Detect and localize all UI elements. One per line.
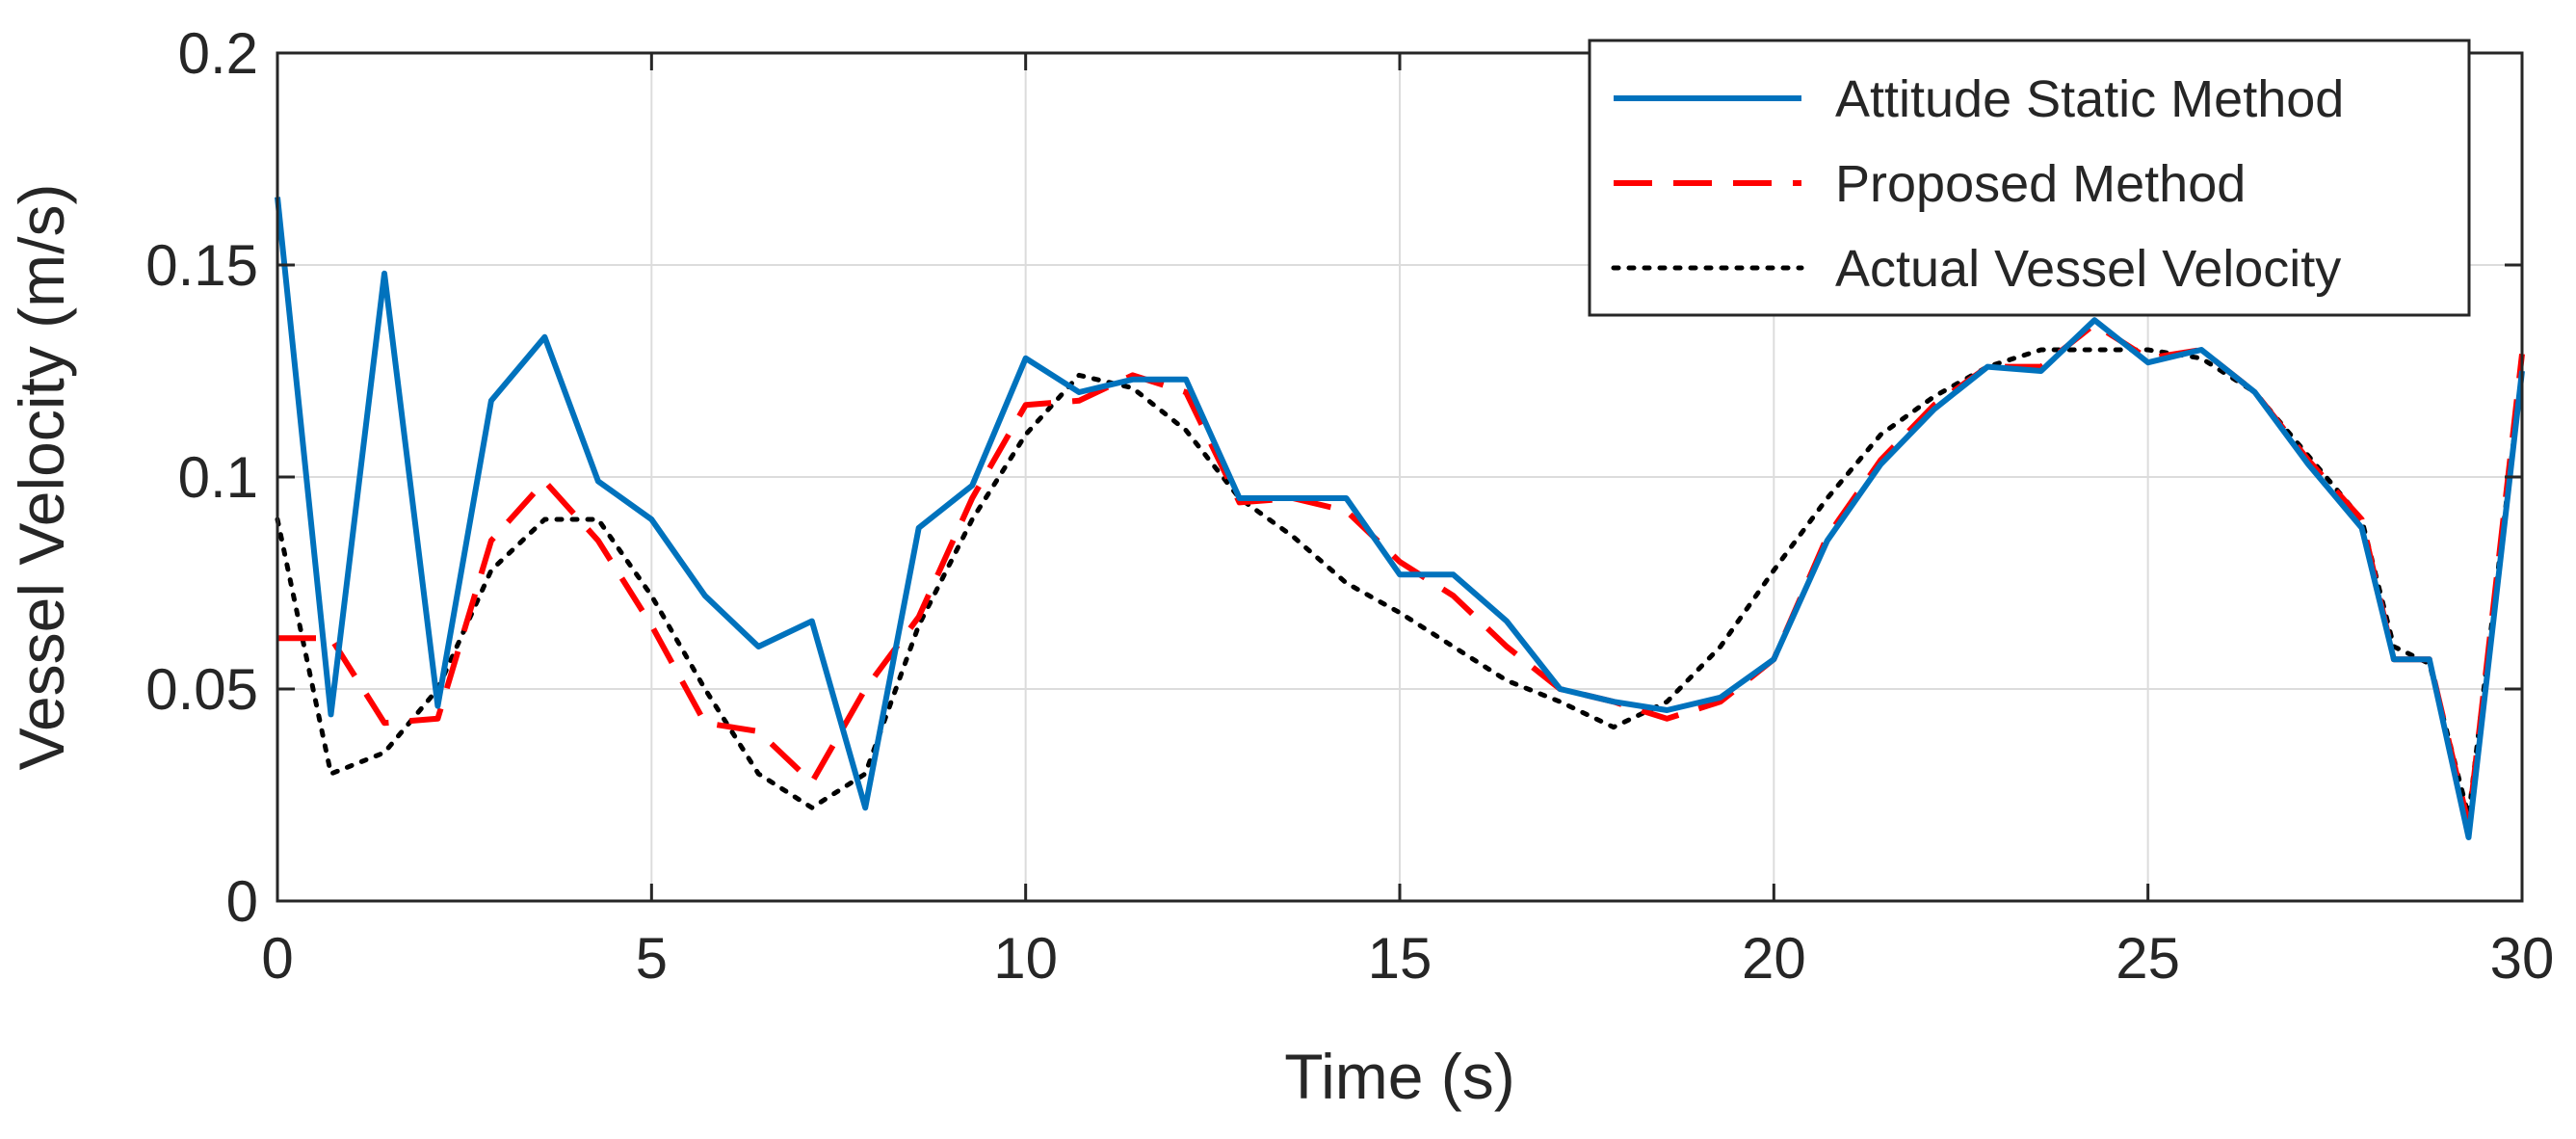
x-tick-label: 0	[261, 926, 293, 991]
y-tick-label: 0	[226, 869, 258, 934]
x-axis-title: Time (s)	[1284, 1041, 1515, 1112]
legend-label: Proposed Method	[1835, 155, 2246, 213]
x-tick-label: 5	[636, 926, 668, 991]
x-tick-label: 10	[993, 926, 1058, 991]
x-tick-label: 30	[2490, 926, 2555, 991]
axis-ticks: 0 5 10 15 20 25 30 0 0.05 0.1 0.15 0.2	[145, 21, 2554, 991]
x-tick-label: 15	[1368, 926, 1433, 991]
y-axis-title: Vessel Velocity (m/s)	[6, 184, 77, 771]
legend-label: Actual Vessel Velocity	[1835, 240, 2341, 298]
y-tick-label: 0.2	[178, 21, 258, 86]
legend: Attitude Static Method Proposed Method Act…	[1588, 39, 2471, 317]
legend-label: Attitude Static Method	[1835, 70, 2344, 128]
y-tick-label: 0.05	[145, 657, 258, 722]
x-tick-label: 25	[2116, 926, 2180, 991]
y-tick-label: 0.1	[178, 445, 258, 510]
series-line-actual-vessel-velocity	[275, 347, 2525, 819]
y-tick-label: 0.15	[145, 233, 258, 298]
x-tick-label: 20	[1742, 926, 1806, 991]
series-line-attitude-static-method	[275, 197, 2525, 840]
plot-series	[275, 197, 2525, 840]
